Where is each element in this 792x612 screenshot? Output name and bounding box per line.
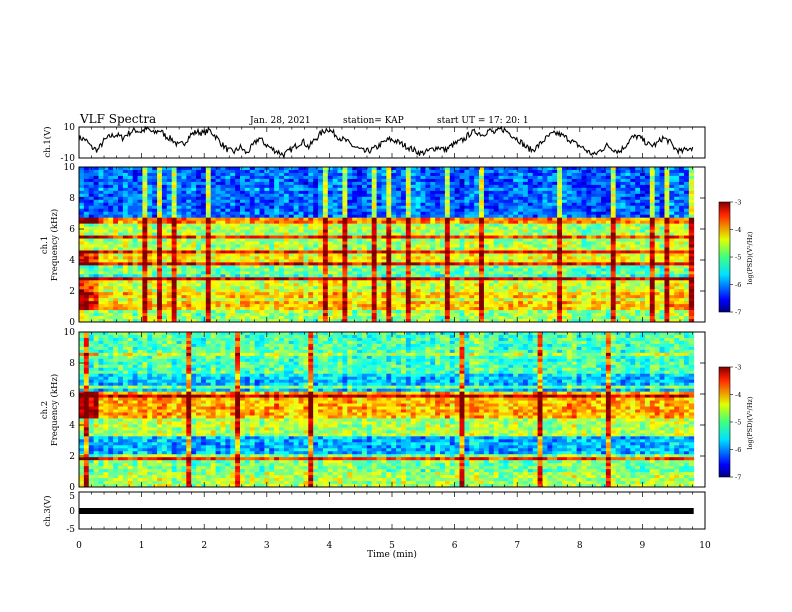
ch1-ytick-top: 10 [64, 123, 76, 133]
ch2-spectrogram-ytick-label: 8 [69, 359, 75, 369]
ch1-spectrogram-ylabel-line2: Frequency (kHz) [49, 209, 60, 281]
ch1-spectrogram-image [79, 167, 694, 322]
ch1-spectrogram-panel: ch.1 Frequency (kHz) 0 2 4 6 8 10 [40, 163, 705, 328]
time-axis-tick-label: 3 [264, 541, 270, 551]
time-axis-tick-label: 0 [76, 541, 82, 551]
ch1-colorbar-scale [719, 202, 730, 312]
ch2-colorbar-tick-label: -5 [735, 419, 741, 427]
ch3-waveform-trace [79, 508, 694, 514]
ch1-colorbar-label: log(PSD)(V²/Hz) [746, 231, 754, 284]
ch2-spectrogram-ytick-label: 4 [69, 421, 75, 431]
ch2-colorbar-tick-label: -3 [735, 364, 741, 372]
figure-title: VLF Spectra [79, 112, 156, 126]
ch1-spectrogram-ytick-label: 2 [69, 287, 75, 297]
time-axis-tick-label: 2 [201, 541, 207, 551]
time-axis-label: Time (min) [367, 549, 417, 560]
start-time-label: start UT = 17: 20: 1 [437, 116, 529, 126]
ch3-ytick-top: 5 [69, 492, 75, 502]
ch2-colorbar: -3 -4 -5 -6 -7 log(PSD)(V²/Hz) [719, 364, 754, 482]
ch2-spectrogram-ytick-label: 2 [69, 452, 75, 462]
time-axis-tick-label: 8 [577, 541, 583, 551]
ch1-waveform-ylabel: ch.1(V) [42, 126, 53, 157]
ch3-ytick-middle: 0 [69, 507, 75, 517]
ch3-waveform-ylabel: ch.3(V) [42, 495, 53, 526]
date-label: Jan. 28, 2021 [249, 116, 311, 126]
ch2-colorbar-scale [719, 367, 730, 477]
ch1-colorbar: -3 -4 -5 -6 -7 log(PSD)(V²/Hz) [719, 199, 754, 317]
ch2-colorbar-label: log(PSD)(V²/Hz) [746, 396, 754, 449]
time-axis-tick-label: 1 [139, 541, 145, 551]
ch3-waveform-panel: 5 0 -5 ch.3(V) 0 1 2 3 4 5 6 7 8 9 10 Time (min) [42, 492, 711, 560]
time-axis-tick-label: 10 [699, 541, 711, 551]
ch1-colorbar-tick-label: -7 [735, 309, 741, 317]
ch1-spectrogram-ytick-label: 8 [69, 194, 75, 204]
ch2-colorbar-tick-label: -7 [735, 474, 741, 482]
ch1-spectrogram-ytick-label: 4 [69, 256, 75, 266]
time-axis-tick-label: 9 [640, 541, 646, 551]
ch1-spectrogram-ytick-label: 10 [64, 163, 76, 173]
time-axis-tick-label: 6 [452, 541, 458, 551]
ch2-spectrogram-ylabel-line2: Frequency (kHz) [49, 374, 60, 446]
ch1-colorbar-tick-label: -3 [735, 199, 741, 207]
ch1-spectrogram-ytick-label: 6 [69, 225, 75, 235]
station-label: station= KAP [343, 116, 404, 126]
ch1-spectrogram-ylabel-line1: ch.1 [40, 236, 50, 254]
ch2-spectrogram-ytick-label: 6 [69, 390, 75, 400]
ch3-ytick-bottom: -5 [66, 525, 75, 535]
ch2-colorbar-tick-label: -4 [735, 391, 741, 399]
ch1-colorbar-tick-label: -6 [735, 281, 741, 289]
time-axis-tick-label: 7 [514, 541, 520, 551]
ch2-spectrogram-ytick-label: 10 [64, 328, 76, 338]
ch2-colorbar-tick-label: -6 [735, 446, 741, 454]
ch2-spectrogram-image [79, 332, 694, 487]
ch1-colorbar-tick-label: -4 [735, 226, 741, 234]
ch2-spectrogram-ylabel-line1: ch.2 [40, 401, 50, 419]
ch1-colorbar-tick-label: -5 [735, 254, 741, 262]
ch1-spectrogram-ytick-label: 0 [69, 318, 75, 328]
time-axis-tick-label: 4 [327, 541, 333, 551]
